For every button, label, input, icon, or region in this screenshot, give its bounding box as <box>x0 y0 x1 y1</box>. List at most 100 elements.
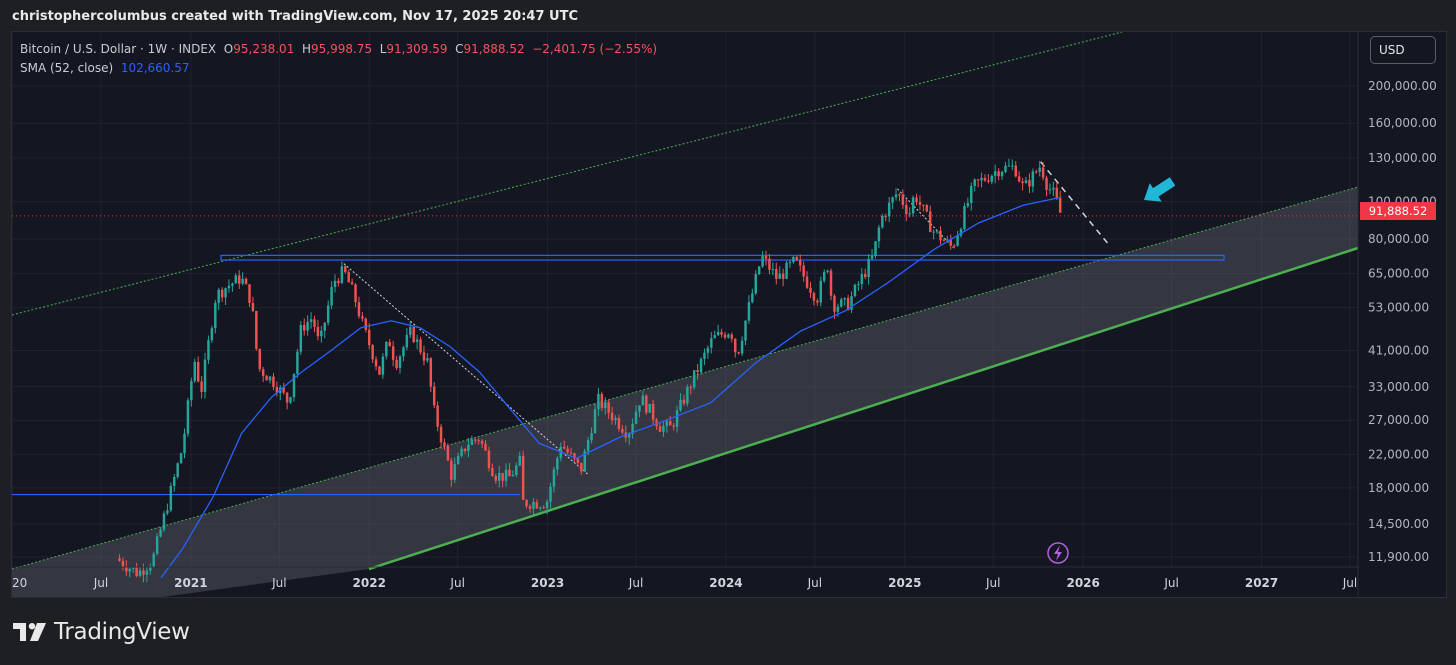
pointer-arrow-shape <box>1144 177 1176 202</box>
time-tick-label: 2026 <box>1066 576 1099 590</box>
candle-body <box>456 455 460 465</box>
candle-body <box>419 339 422 353</box>
time-tick-label: Jul <box>93 576 108 590</box>
change-value: −2,401.75 (−2.55%) <box>532 42 658 56</box>
candle-body <box>494 476 498 481</box>
candle-body <box>942 240 946 242</box>
currency-button[interactable]: USD <box>1370 36 1436 64</box>
candle-body <box>432 386 436 406</box>
candle-body <box>966 202 970 207</box>
candle-body <box>980 178 983 181</box>
candle-body <box>843 297 846 300</box>
open-label: O <box>223 42 234 56</box>
last-price-tag: 91,888.52 <box>1360 202 1436 220</box>
candle-body <box>155 536 159 554</box>
candle-body <box>539 507 542 509</box>
candle-body <box>238 275 241 284</box>
candle-body <box>590 433 593 441</box>
candle-body <box>566 448 569 453</box>
candle-body <box>1007 165 1011 167</box>
time-tick-label: Jul <box>271 576 286 590</box>
candle-body <box>1000 171 1004 177</box>
candle-body <box>809 287 812 293</box>
sma-label[interactable]: SMA (52, close) <box>20 61 114 75</box>
candle-body <box>436 405 439 427</box>
candle-body <box>477 440 480 442</box>
candle-body <box>340 266 344 284</box>
chart-frame[interactable]: 200,000.00160,000.00130,000.00100,000.00… <box>11 31 1447 598</box>
candle-body <box>857 284 860 286</box>
candle-body <box>1041 167 1045 178</box>
candle-body <box>768 258 771 270</box>
candle-body <box>973 179 976 187</box>
candle-body <box>764 255 768 259</box>
candle-body <box>521 455 525 500</box>
time-tick-label: 2022 <box>353 576 386 590</box>
candle-body <box>638 405 641 412</box>
candle-body <box>467 444 470 451</box>
candle-body <box>378 366 381 375</box>
price-chart[interactable]: 200,000.00160,000.00130,000.00100,000.00… <box>12 32 1446 597</box>
candle-body <box>1021 181 1024 184</box>
candle-body <box>617 417 621 429</box>
candle-body <box>542 507 545 509</box>
candle-body <box>1031 171 1035 187</box>
candle-body <box>450 460 453 480</box>
candle-body <box>785 262 788 279</box>
candle-body <box>381 356 385 375</box>
candle-body <box>905 204 908 215</box>
candle-body <box>388 341 391 347</box>
candle-body <box>939 230 942 241</box>
candle-body <box>289 397 292 403</box>
candle-body <box>231 283 234 286</box>
candle-body <box>518 455 521 466</box>
candle-body <box>385 341 388 357</box>
candle-body <box>504 469 508 481</box>
candle-body <box>737 352 740 354</box>
candle-body <box>775 269 778 279</box>
candle-body <box>922 204 925 206</box>
drawings <box>12 32 1359 597</box>
candle-body <box>826 270 829 273</box>
candle-body <box>867 258 870 278</box>
candle-body <box>734 338 737 353</box>
candle-body <box>217 289 220 303</box>
candle-body <box>439 426 443 443</box>
symbol-title[interactable]: Bitcoin / U.S. Dollar · 1W · INDEX <box>20 42 217 56</box>
candle-body <box>747 302 751 321</box>
candle-body <box>391 346 395 360</box>
candle-body <box>344 266 347 273</box>
candle-body <box>203 359 207 392</box>
candle-body <box>586 440 590 452</box>
candle-body <box>149 566 152 571</box>
candle-body <box>121 560 125 567</box>
candle-body <box>193 361 196 381</box>
candle-body <box>1028 180 1031 187</box>
price-tick-label: 33,000.00 <box>1368 380 1429 394</box>
candle-body <box>241 278 244 284</box>
candle-body <box>662 426 665 432</box>
candle-body <box>152 553 155 567</box>
price-tick-label: 22,000.00 <box>1368 447 1429 461</box>
candle-body <box>272 376 275 387</box>
candle-body <box>901 194 905 205</box>
channel-band <box>12 187 1358 597</box>
candle-body <box>395 359 398 369</box>
candle-body <box>963 206 966 230</box>
candle-body <box>429 358 433 387</box>
candle-body <box>265 375 268 381</box>
candle-body <box>990 175 994 182</box>
candle-body <box>911 197 915 214</box>
candle-body <box>573 453 576 459</box>
candle-body <box>173 476 176 486</box>
price-tick-label: 18,000.00 <box>1368 481 1429 495</box>
close-value: 91,888.52 <box>463 42 525 56</box>
axes: 200,000.00160,000.00130,000.00100,000.00… <box>12 32 1437 597</box>
candle-body <box>374 359 378 367</box>
candle-body <box>234 275 238 284</box>
candle-body <box>409 327 412 335</box>
candle-body <box>600 393 604 409</box>
candle-body <box>850 296 853 310</box>
candle-body <box>220 289 224 298</box>
candle-body <box>634 411 638 424</box>
